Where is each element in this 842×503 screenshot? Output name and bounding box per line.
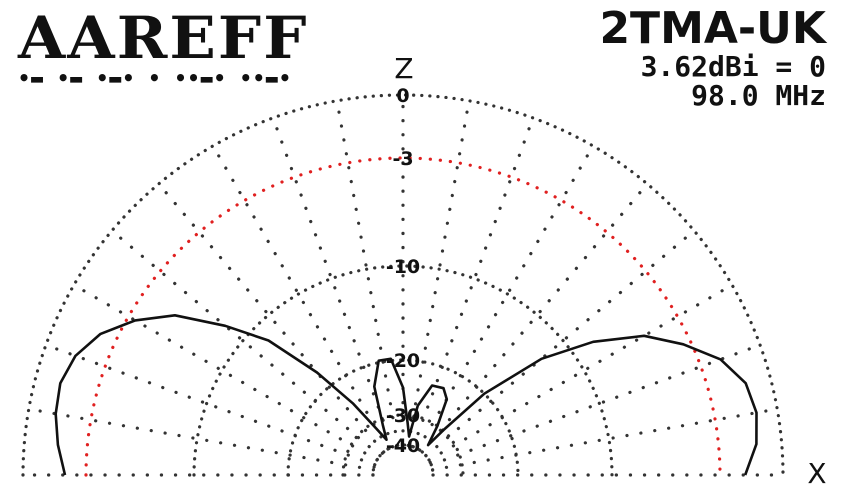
ring-label: -30 xyxy=(386,405,420,427)
axis-label-z: Z xyxy=(394,52,413,85)
logo-morse: •▬ •▬ •▬• • ••▬• ••▬• xyxy=(18,66,292,90)
grid-spoke xyxy=(429,343,762,467)
logo-text: AAREFF xyxy=(18,4,309,72)
ring-label: -20 xyxy=(386,350,420,372)
antenna-frequency: 98.0 MHz xyxy=(691,79,826,112)
axis-label-x: X xyxy=(807,457,826,490)
grid-spoke xyxy=(271,116,395,449)
ring-label: 0 xyxy=(396,85,409,107)
ring-label: -10 xyxy=(386,256,420,278)
grid-spoke xyxy=(211,144,390,451)
antenna-model: 2TMA-UK xyxy=(599,3,826,54)
ring-labels: 0 -3 -10 -20 -30 -40 xyxy=(386,85,420,457)
antenna-gain: 3.62dBi = 0 xyxy=(640,50,826,83)
grid-spoke xyxy=(420,182,649,454)
grid-ring xyxy=(371,443,435,477)
pattern-curve xyxy=(54,314,758,476)
grid-spoke xyxy=(411,116,535,449)
grid-spoke xyxy=(424,229,696,458)
grid-rings xyxy=(21,93,785,477)
grid-ring xyxy=(84,156,722,477)
grid-spoke xyxy=(72,283,379,462)
grid-ring xyxy=(21,93,785,477)
grid-spoke xyxy=(427,283,734,462)
brand-logo: AAREFF •▬ •▬ •▬• • ••▬• ••▬• xyxy=(18,8,338,90)
pattern-layer xyxy=(54,314,758,476)
grid-spoke xyxy=(110,229,382,458)
ring-label: -3 xyxy=(392,148,413,170)
grid-ring xyxy=(286,358,520,477)
ring-label: -40 xyxy=(386,435,420,457)
grid-ring xyxy=(341,413,465,477)
antenna-info: 2TMA-UK 3.62dBi = 0 98.0 MHz xyxy=(599,3,826,112)
